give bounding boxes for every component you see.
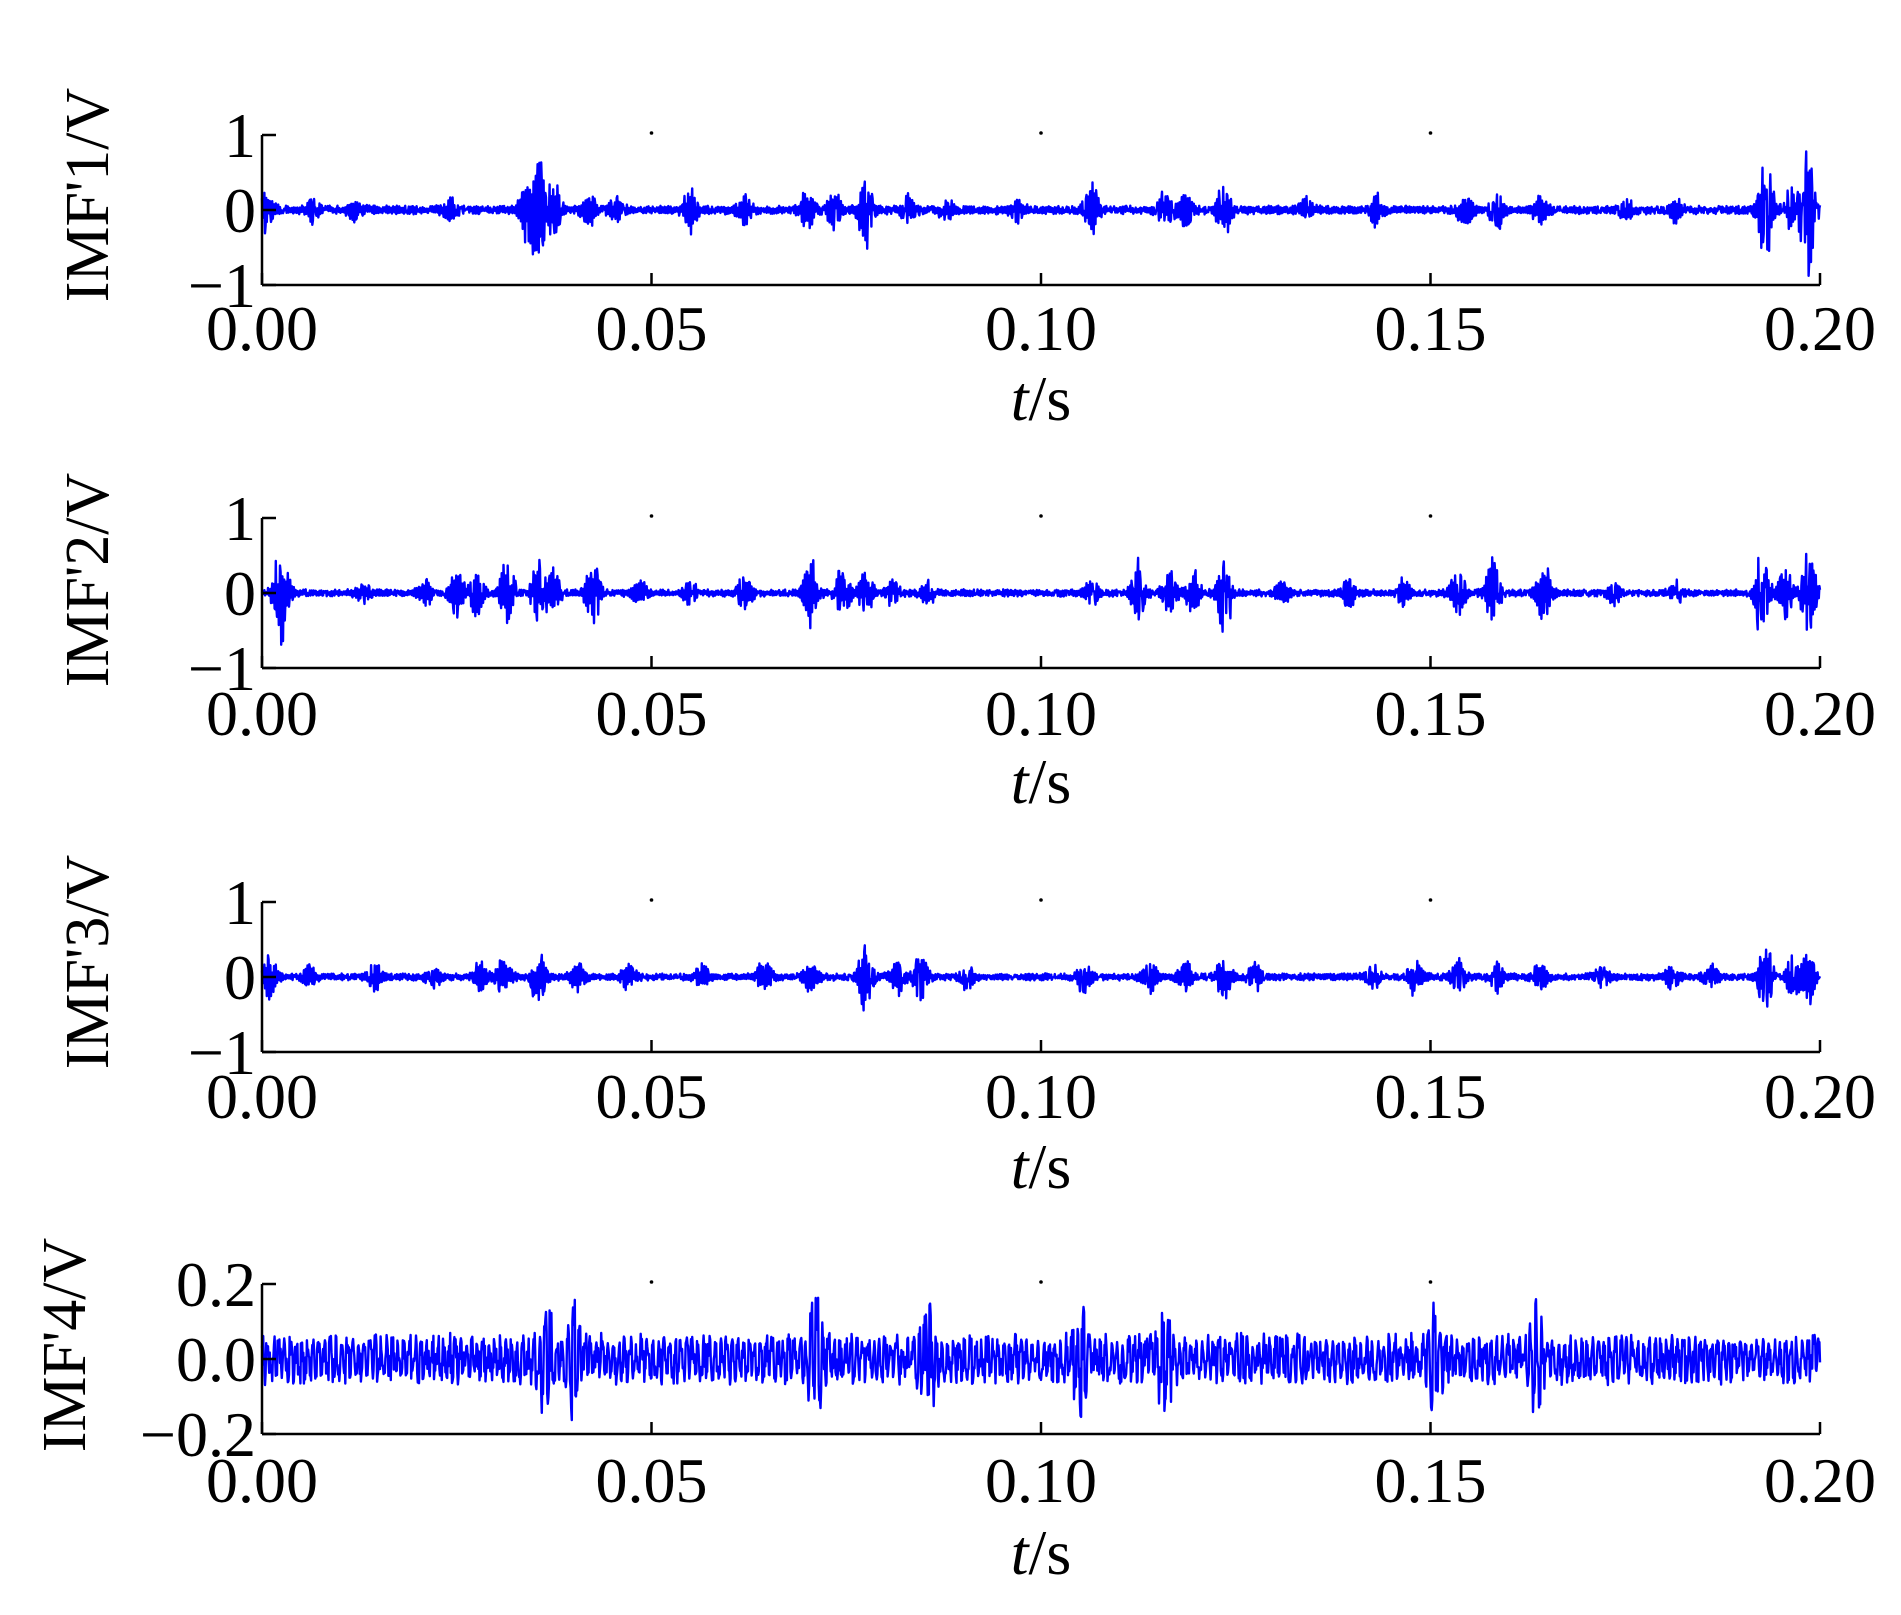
x-tick-label: 0.00 — [206, 293, 318, 364]
top-tick-mark — [1039, 131, 1043, 135]
y-tick-label: 1 — [224, 867, 256, 938]
x-axis-title: t/s — [1011, 1131, 1071, 1202]
x-tick-label: 0.20 — [1764, 1445, 1876, 1516]
x-axis-title-variable: t — [1011, 1517, 1031, 1588]
y-axis-title: IMF'2/V — [54, 473, 122, 688]
top-tick-mark — [649, 1280, 654, 1284]
y-tick-label: −1 — [188, 1017, 256, 1088]
top-tick-mark — [1428, 131, 1433, 135]
series-line — [260, 150, 1822, 277]
x-tick-label: 0.00 — [206, 1445, 318, 1516]
series-line — [260, 1296, 1822, 1422]
y-axis-title: IMF'3/V — [54, 855, 122, 1070]
x-tick-label: 0.15 — [1375, 293, 1487, 364]
y-tick-label: 0 — [224, 175, 256, 246]
top-tick-mark — [1428, 1280, 1433, 1284]
top-tick-mark — [649, 131, 654, 135]
y-tick-label: 0.2 — [176, 1249, 256, 1320]
x-tick-label: 0.10 — [985, 1061, 1097, 1132]
x-axis-title-unit: /s — [1029, 746, 1072, 817]
x-axis-title: t/s — [1011, 363, 1071, 434]
x-tick-label: 0.00 — [206, 678, 318, 749]
x-axis-title-variable: t — [1011, 746, 1031, 817]
x-axis-title-variable: t — [1011, 363, 1031, 434]
y-tick-label: 0 — [224, 558, 256, 629]
x-tick-label: 0.00 — [206, 1061, 318, 1132]
top-tick-mark — [1428, 514, 1433, 518]
x-tick-label: 0.05 — [596, 1445, 708, 1516]
x-tick-label: 0.10 — [985, 293, 1097, 364]
x-axis-title-variable: t — [1011, 1131, 1031, 1202]
top-tick-mark — [1428, 898, 1433, 902]
x-tick-label: 0.05 — [596, 678, 708, 749]
x-tick-label: 0.20 — [1764, 293, 1876, 364]
chart-panel-2: 10−10.00 0.05 0.10 0.15 0.20 t/s IMF'2/V — [54, 473, 1876, 817]
x-tick-label: 0.15 — [1375, 1061, 1487, 1132]
x-axis-title-unit: /s — [1029, 1131, 1072, 1202]
top-tick-mark — [1039, 1280, 1043, 1284]
x-tick-label: 0.15 — [1375, 678, 1487, 749]
chart-panel-3: 10−10.00 0.05 0.10 0.15 0.20 t/s IMF'3/V — [54, 855, 1876, 1202]
series-line — [260, 944, 1822, 1012]
top-tick-mark — [1039, 898, 1043, 902]
y-axis-title: IMF'4/V — [31, 1238, 99, 1453]
y-axis-title: IMF'1/V — [54, 88, 122, 303]
chart-panel-4: 0.20.0−0.20.00 0.05 0.10 0.15 0.20 t/s IMF'4/V — [31, 1238, 1876, 1588]
top-tick-mark — [649, 898, 654, 902]
x-axis-title: t/s — [1011, 746, 1071, 817]
y-tick-label: 1 — [224, 483, 256, 554]
x-tick-label: 0.05 — [596, 293, 708, 364]
chart-panel-1: 10−10.00 0.05 0.10 0.15 0.20 t/s IMF'1/V — [54, 88, 1876, 434]
y-tick-label: 1 — [224, 100, 256, 171]
x-axis-title-unit: /s — [1029, 363, 1072, 434]
y-tick-label: −1 — [188, 250, 256, 321]
y-tick-label: 0 — [224, 942, 256, 1013]
y-tick-label: −0.2 — [140, 1399, 256, 1470]
y-tick-label: −1 — [188, 633, 256, 704]
x-tick-label: 0.10 — [985, 1445, 1097, 1516]
series-line — [260, 552, 1822, 646]
x-tick-label: 0.20 — [1764, 678, 1876, 749]
top-tick-mark — [649, 514, 654, 518]
x-tick-label: 0.05 — [596, 1061, 708, 1132]
y-tick-label: 0.0 — [176, 1324, 256, 1395]
x-tick-label: 0.15 — [1375, 1445, 1487, 1516]
x-tick-label: 0.10 — [985, 678, 1097, 749]
x-axis-title: t/s — [1011, 1517, 1071, 1588]
x-tick-label: 0.20 — [1764, 1061, 1876, 1132]
top-tick-mark — [1039, 514, 1043, 518]
x-axis-title-unit: /s — [1029, 1517, 1072, 1588]
